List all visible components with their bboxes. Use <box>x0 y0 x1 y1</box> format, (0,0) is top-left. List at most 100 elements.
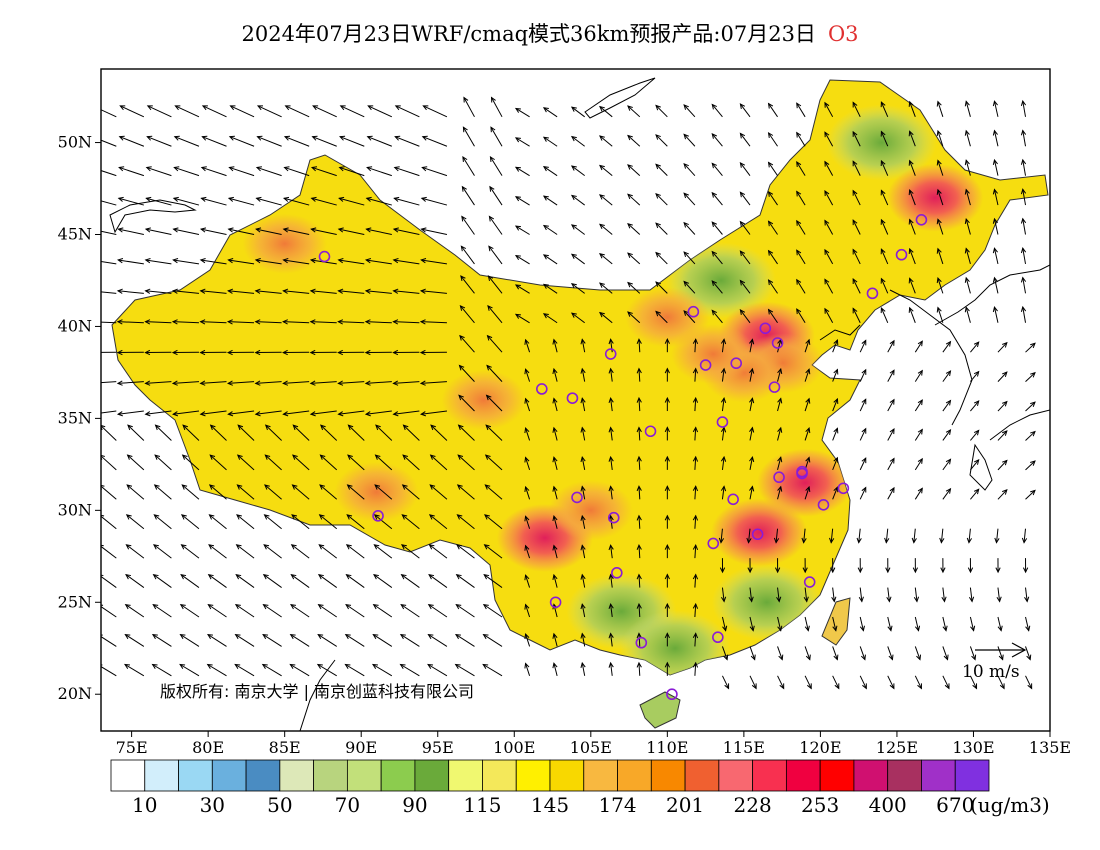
wind-vector <box>366 259 392 265</box>
wind-vector-head <box>117 196 124 202</box>
wind-vector <box>942 370 951 382</box>
wind-vector-head <box>861 339 867 346</box>
wind-vector-head <box>580 514 586 521</box>
wind-vector <box>610 456 613 470</box>
wind-vector-head <box>316 663 323 669</box>
wind-vector <box>683 310 696 324</box>
wind-vector-head <box>880 101 886 108</box>
wind-vector-head <box>524 574 530 581</box>
wind-vector-head <box>1030 460 1036 466</box>
wind-vector <box>914 616 919 631</box>
wind-vector <box>202 105 227 118</box>
wind-vector <box>145 259 172 265</box>
wind-vector <box>101 545 117 559</box>
wind-vector <box>543 283 558 294</box>
station-marker <box>536 383 548 395</box>
wind-vector-head <box>805 456 811 463</box>
wind-vector-head <box>655 163 661 170</box>
wind-vector <box>553 516 558 529</box>
wind-vector <box>599 282 613 294</box>
wind-vector <box>824 131 834 147</box>
wind-vector <box>455 634 475 647</box>
wind-vector-head <box>824 160 830 167</box>
wind-vector <box>1025 587 1028 602</box>
wind-vector <box>749 675 757 689</box>
wind-vector-head <box>90 289 95 293</box>
wind-vector <box>346 574 365 588</box>
wind-vector-head <box>711 103 717 110</box>
wind-vector-head <box>206 663 213 669</box>
russia-coastline <box>934 264 1050 326</box>
ozone-hotspot <box>242 213 327 274</box>
wind-vector-head <box>608 367 614 374</box>
wind-vector-head <box>692 602 699 609</box>
wind-vector <box>942 488 951 500</box>
wind-vector <box>515 313 530 324</box>
wind-vector-head <box>833 427 839 434</box>
wind-vector-head <box>144 258 151 264</box>
wind-vector-head <box>861 486 867 493</box>
wind-vector-head <box>636 661 642 668</box>
wind-vector-head <box>430 424 436 431</box>
wind-vector <box>749 486 753 500</box>
wind-vector-head <box>692 573 699 580</box>
station-marker <box>699 359 712 371</box>
wind-vector <box>997 371 1008 382</box>
wind-vector-head <box>375 424 381 431</box>
wind-vector <box>969 587 973 602</box>
colorbar-swatch <box>313 759 348 792</box>
wind-vector <box>1023 528 1027 543</box>
wind-vector <box>180 604 200 618</box>
wind-vector <box>375 424 393 441</box>
wind-vector-head <box>320 424 326 431</box>
wind-vector-head <box>312 105 319 111</box>
wind-vector <box>775 528 779 543</box>
wind-vector-head <box>457 424 464 431</box>
wind-vector-head <box>1020 158 1027 165</box>
wind-vector-head <box>199 349 206 356</box>
wind-vector-head <box>880 159 886 166</box>
wind-vector-head <box>746 537 752 544</box>
wind-vector <box>318 574 338 588</box>
wind-vector-head <box>179 633 186 640</box>
wind-vector <box>965 277 971 294</box>
wind-vector <box>430 424 448 441</box>
wind-vector <box>859 457 867 471</box>
wind-vector <box>914 370 923 382</box>
species-label: O3 <box>827 22 859 46</box>
wind-vector-head <box>346 484 353 490</box>
wind-vector-head <box>429 484 436 490</box>
wind-vector <box>181 484 200 500</box>
wind-vector <box>796 191 806 206</box>
wind-vector <box>553 398 558 412</box>
wind-vector <box>581 515 586 529</box>
wind-vector-head <box>917 399 923 406</box>
wind-vector <box>627 193 641 206</box>
wind-vector-head <box>93 106 98 110</box>
monitoring-stations <box>318 213 928 701</box>
wind-vector-head <box>943 654 949 661</box>
wind-vector <box>768 220 778 235</box>
wind-vector-head <box>125 574 132 580</box>
wind-vector-head <box>345 544 352 550</box>
wind-vector <box>525 339 531 353</box>
wind-vector <box>256 228 282 235</box>
wind-vector-head <box>1025 625 1031 632</box>
station-marker <box>773 471 785 484</box>
wind-vector-head <box>580 367 586 374</box>
wind-vector-head <box>683 251 689 258</box>
wind-vector <box>515 225 530 235</box>
wind-vector-head <box>458 394 464 401</box>
wind-vector <box>147 105 172 118</box>
wind-vector-head <box>364 258 372 264</box>
lon-tick-label: 80E <box>192 738 224 757</box>
wind-vector-head <box>514 313 521 319</box>
wind-vector-head <box>692 396 699 403</box>
wind-vector-head <box>542 195 549 201</box>
colorbar-label: 90 <box>402 793 427 817</box>
wind-vector-head <box>227 288 234 294</box>
wind-vector-head <box>172 411 179 417</box>
wind-vector-head <box>636 544 642 550</box>
wind-vector-head <box>254 288 261 294</box>
wind-vector <box>880 131 889 147</box>
